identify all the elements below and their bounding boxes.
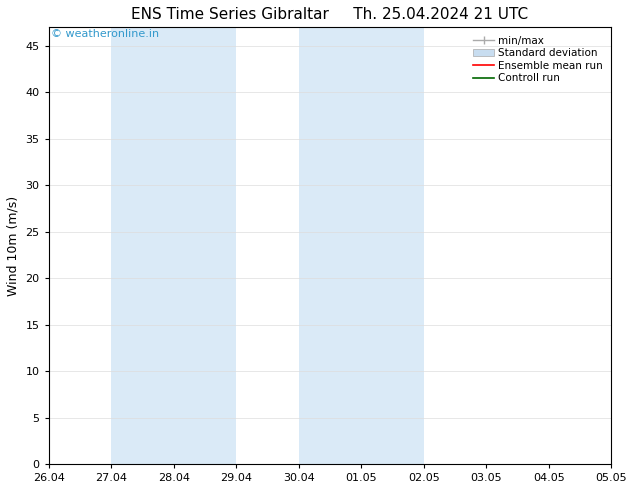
Bar <box>611 27 634 464</box>
Bar <box>361 27 424 464</box>
Y-axis label: Wind 10m (m/s): Wind 10m (m/s) <box>7 196 20 296</box>
Bar <box>174 27 236 464</box>
Legend: min/max, Standard deviation, Ensemble mean run, Controll run: min/max, Standard deviation, Ensemble me… <box>470 32 606 87</box>
Bar <box>299 27 361 464</box>
Text: © weatheronline.in: © weatheronline.in <box>51 29 160 40</box>
Bar <box>111 27 174 464</box>
Title: ENS Time Series Gibraltar     Th. 25.04.2024 21 UTC: ENS Time Series Gibraltar Th. 25.04.2024… <box>131 7 529 22</box>
